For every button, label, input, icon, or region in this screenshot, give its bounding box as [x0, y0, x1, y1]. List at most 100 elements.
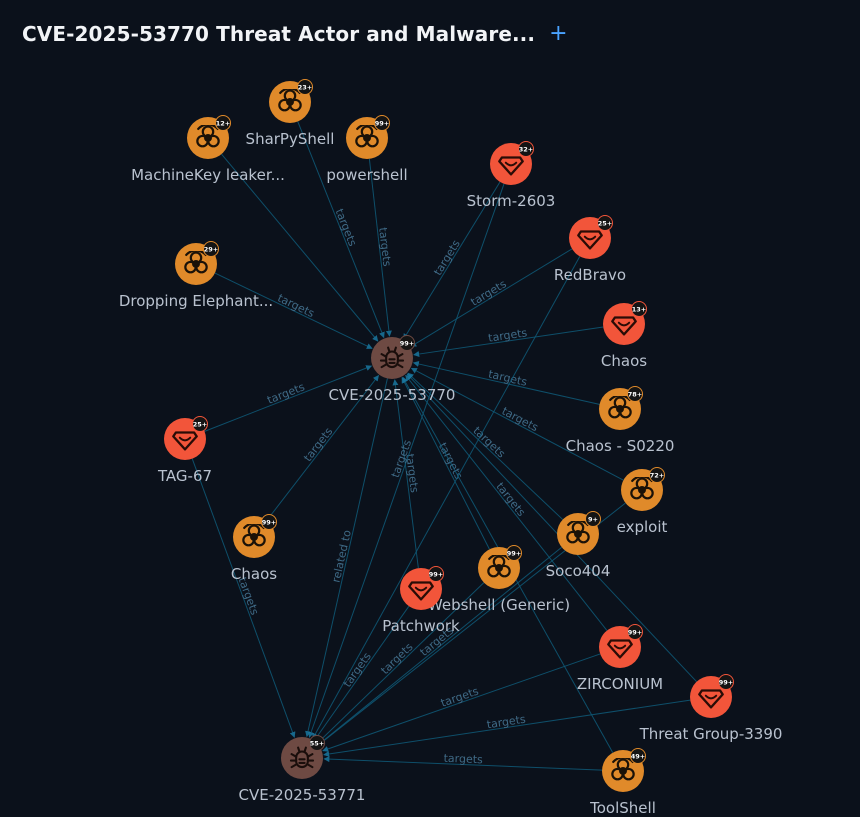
svg-text:55+: 55+ [310, 739, 325, 747]
svg-text:99+: 99+ [628, 628, 643, 636]
count-badge: 99+ [374, 115, 390, 131]
edge-zirconium-cve53771 [322, 653, 601, 752]
edge-label: targets [500, 404, 541, 434]
node-label: TAG-67 [157, 467, 212, 485]
count-badge: 99+ [627, 624, 643, 640]
svg-text:78+: 78+ [628, 390, 643, 398]
svg-text:12+: 12+ [216, 119, 231, 127]
svg-text:13+: 13+ [632, 305, 647, 313]
node-threatgroup3390[interactable]: 99+ Threat Group-3390 [639, 674, 783, 744]
edge-webshell-cve53770 [401, 377, 490, 550]
node-chaos_s0220[interactable]: 78+ Chaos - S0220 [566, 386, 675, 456]
node-powershell[interactable]: 99+ powershell [326, 115, 408, 185]
count-badge: 25+ [597, 215, 613, 231]
node-cve53770[interactable]: 99+ CVE-2025-53770 [329, 335, 456, 405]
svg-text:99+: 99+ [429, 570, 444, 578]
edge-label: targets [301, 425, 335, 464]
node-webshell[interactable]: 99+ Webshell (Generic) [428, 545, 570, 615]
edge-soco404-cve53770 [407, 372, 564, 520]
edge-chaos_s0220-cve53770 [412, 361, 600, 405]
svg-text:25+: 25+ [598, 219, 613, 227]
node-label: Chaos [231, 565, 277, 583]
graph-header: CVE-2025-53770 Threat Actor and Malware.… [22, 22, 568, 46]
edge-threatgroup3390-cve53770 [406, 373, 697, 683]
nodes-layer: 99+ CVE-2025-53770 55+ CVE-2025-53771 23+ Sha… [119, 79, 783, 817]
count-badge: 32+ [518, 141, 534, 157]
node-label: MachineKey leaker... [131, 166, 285, 184]
node-soco404[interactable]: 9+ Soco404 [546, 511, 611, 581]
node-label: SharPyShell [246, 130, 335, 148]
count-badge: 23+ [297, 79, 313, 95]
count-badge: 99+ [261, 514, 277, 530]
edge-label: targets [436, 441, 465, 482]
edge-chaos_malware-cve53770 [266, 374, 379, 521]
edge-label: targets [265, 380, 306, 406]
node-droppingelephant[interactable]: 29+ Dropping Elephant... [119, 241, 273, 311]
svg-text:29+: 29+ [204, 245, 219, 253]
edge-webshell-cve53771 [317, 582, 485, 744]
node-label: Storm-2603 [467, 192, 556, 210]
node-storm2603[interactable]: 32+ Storm-2603 [467, 141, 556, 211]
count-badge: 25+ [192, 416, 208, 432]
count-badge: 99+ [718, 674, 734, 690]
node-tag67[interactable]: 25+ TAG-67 [157, 416, 212, 486]
add-button[interactable]: + [549, 21, 568, 46]
edge-label: targets [341, 650, 374, 690]
edge-label: targets [403, 453, 421, 494]
edge-exploit-cve53770 [410, 367, 624, 481]
count-badge: 13+ [631, 301, 647, 317]
edge-tag67-cve53771 [191, 458, 296, 738]
edge-sharpyshell-cve53770 [297, 121, 385, 339]
node-machinekey[interactable]: 12+ MachineKey leaker... [131, 115, 285, 185]
svg-text:32+: 32+ [519, 145, 534, 153]
edge-label: targets [376, 227, 393, 268]
count-badge: 99+ [428, 566, 444, 582]
svg-text:99+: 99+ [262, 518, 277, 526]
node-exploit[interactable]: 72+ exploit [617, 467, 668, 537]
count-badge: 49+ [630, 748, 646, 764]
node-zirconium[interactable]: 99+ ZIRCONIUM [577, 624, 663, 694]
count-badge: 72+ [649, 467, 665, 483]
count-badge: 99+ [399, 335, 415, 351]
edge-threatgroup3390-cve53771 [323, 699, 691, 757]
edge-label: targets [443, 752, 483, 767]
node-chaos_malware[interactable]: 99+ Chaos [231, 514, 277, 584]
node-label: Patchwork [382, 617, 460, 635]
node-patchwork[interactable]: 99+ Patchwork [382, 566, 460, 636]
node-sharpyshell[interactable]: 23+ SharPyShell [246, 79, 335, 149]
edge-label: related to [330, 529, 354, 584]
node-label: Webshell (Generic) [428, 596, 570, 614]
count-badge: 12+ [215, 115, 231, 131]
count-badge: 55+ [309, 735, 325, 751]
node-label: CVE-2025-53771 [239, 786, 366, 804]
svg-text:99+: 99+ [400, 339, 415, 347]
node-label: ZIRCONIUM [577, 675, 663, 693]
count-badge: 99+ [506, 545, 522, 561]
edge-label: targets [470, 424, 508, 461]
edge-label: targets [493, 480, 528, 519]
node-chaos_actor[interactable]: 13+ Chaos [601, 301, 647, 371]
edge-tag67-cve53770 [204, 365, 373, 432]
edge-label: targets [439, 684, 481, 709]
node-label: powershell [326, 166, 407, 184]
edge-droppingelephant-cve53770 [214, 272, 373, 349]
count-badge: 78+ [627, 386, 643, 402]
edge-label: targets [333, 207, 360, 248]
edge-storm2603-cve53770 [403, 181, 501, 340]
node-redbravo[interactable]: 25+ RedBravo [554, 215, 626, 285]
svg-text:72+: 72+ [650, 471, 665, 479]
svg-text:9+: 9+ [588, 515, 598, 523]
edge-label: targets [486, 713, 527, 732]
graph-title: CVE-2025-53770 Threat Actor and Malware.… [22, 22, 536, 46]
edge-storm2603-cve53771 [308, 183, 505, 738]
edge-toolshell-cve53771 [323, 756, 603, 771]
node-label: RedBravo [554, 266, 626, 284]
svg-text:99+: 99+ [375, 119, 390, 127]
node-label: Chaos [601, 352, 647, 370]
edge-soco404-cve53771 [318, 546, 563, 745]
node-cve53771[interactable]: 55+ CVE-2025-53771 [239, 735, 366, 805]
node-label: Threat Group-3390 [639, 725, 783, 743]
node-toolshell[interactable]: 49+ ToolShell [589, 748, 656, 817]
edge-label: targets [487, 326, 528, 345]
